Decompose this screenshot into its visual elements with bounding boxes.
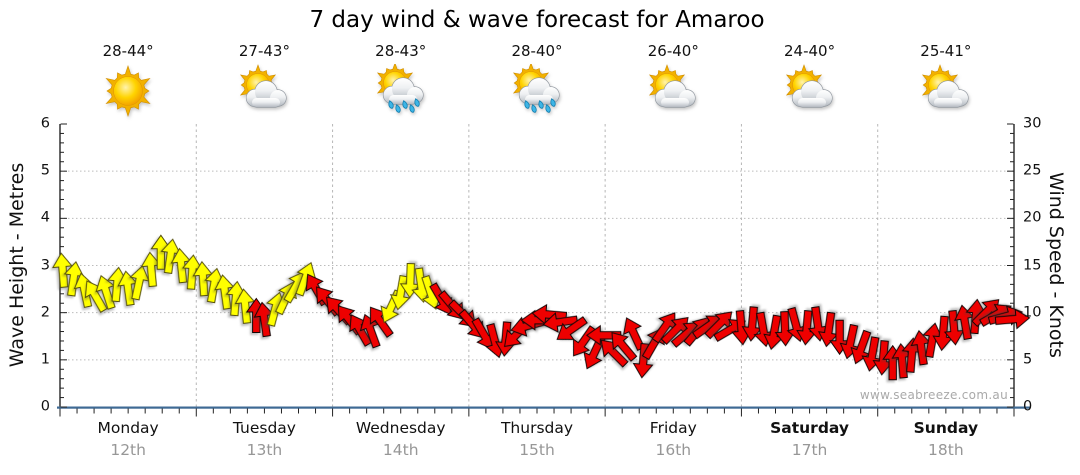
wind-arrow — [542, 312, 579, 333]
left-axis-tick-label: 3 — [40, 257, 50, 274]
wind-arrow — [994, 308, 1031, 330]
right-axis-tick-label: 10 — [1023, 304, 1042, 321]
temperature-range: 26-40° — [647, 42, 699, 60]
right-axis-tick-label: 20 — [1023, 210, 1042, 227]
sun-cloud-icon — [781, 64, 839, 122]
right-axis-tick-label: 0 — [1023, 398, 1033, 415]
temperature-range: 25-41° — [920, 42, 972, 60]
watermark: www.seabreeze.com.au — [859, 388, 1008, 402]
right-axis-tick-label: 25 — [1023, 162, 1042, 179]
date-label: 18th — [928, 441, 964, 459]
left-axis-tick-label: 4 — [40, 210, 50, 227]
date-label: 12th — [110, 441, 146, 459]
wind-arrow — [129, 265, 150, 301]
day-label-monday: Monday — [97, 419, 159, 437]
date-label: 17th — [791, 441, 828, 459]
left-axis-tick-label: 5 — [40, 162, 50, 179]
left-axis-tick-label: 1 — [40, 351, 50, 368]
day-label-friday: Friday — [649, 419, 697, 437]
day-label-sunday: Sunday — [913, 419, 979, 437]
left-axis-tick-label: 0 — [40, 398, 50, 415]
wind-arrow — [611, 332, 638, 362]
right-axis-tick-label: 15 — [1023, 257, 1042, 274]
sun-cloud-rain-icon — [372, 62, 430, 122]
wind-arrows — [52, 234, 1031, 381]
sun-cloud-icon — [917, 64, 975, 122]
left-axis-tick-label: 2 — [40, 304, 50, 321]
sun-icon — [99, 64, 157, 122]
right-axis-tick-label: 30 — [1023, 115, 1042, 132]
day-label-wednesday: Wednesday — [355, 419, 446, 437]
date-label: 14th — [382, 441, 419, 459]
right-axis-tick-label: 5 — [1023, 351, 1033, 368]
sun-cloud-icon — [235, 64, 293, 122]
wind-arrow — [52, 252, 73, 288]
temperature-range: 24-40° — [784, 42, 836, 60]
temperature-range: 27-43° — [238, 42, 290, 60]
temperature-range: 28-40° — [511, 42, 563, 60]
temperature-range: 28-44° — [102, 42, 154, 60]
sun-cloud-rain-icon — [508, 62, 566, 122]
page-title: 7 day wind & wave forecast for Amaroo — [309, 7, 765, 33]
day-label-saturday: Saturday — [770, 419, 850, 437]
temperature-range: 28-43° — [375, 42, 427, 60]
day-label-thursday: Thursday — [500, 419, 574, 437]
sun-cloud-icon — [644, 64, 702, 122]
date-label: 15th — [519, 441, 555, 459]
date-label: 16th — [655, 441, 692, 459]
day-label-tuesday: Tuesday — [232, 419, 296, 437]
left-axis-tick-label: 6 — [40, 115, 50, 132]
date-label: 13th — [246, 441, 283, 459]
